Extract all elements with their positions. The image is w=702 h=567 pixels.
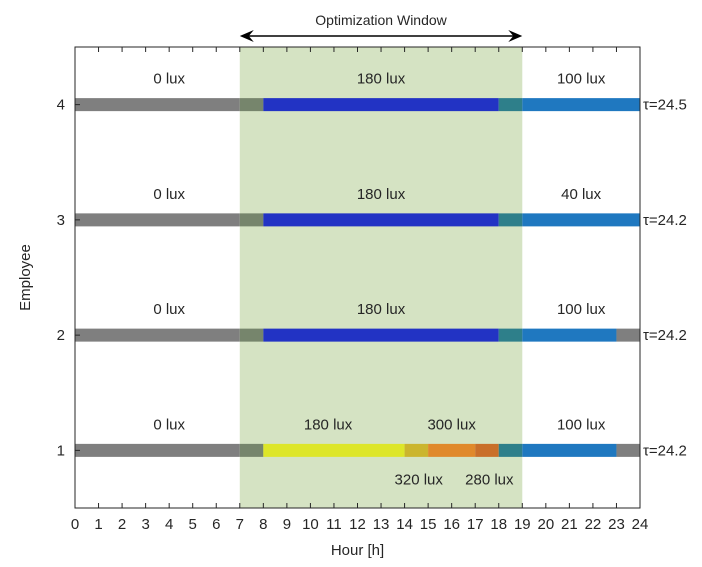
x-axis: 0 1 2 3 4 5 6 7 8 9 10 11 12 13 14 15 16 17 18 19 20 21 22 23 24 [71,47,649,533]
x-tick-label: 8 [259,516,267,533]
bar-segment [616,328,640,342]
x-tick-label: 5 [189,516,197,533]
segment-label: 180 lux [357,71,406,88]
x-tick-label: 6 [212,516,220,533]
bar-segment [404,443,429,457]
segment-label: 180 lux [357,186,406,203]
segment-label: 0 lux [153,71,185,88]
segment-label: 0 lux [153,416,185,433]
bar-segment [75,213,240,227]
bar-segment [239,98,264,112]
segment-label: 0 lux [153,301,185,318]
x-tick-label: 12 [349,516,366,533]
bar-segment [75,328,240,342]
y-tick-label: 4 [57,97,65,114]
segment-label: 100 lux [557,71,606,88]
employee-row-4: 0 lux 180 lux 100 lux τ=24.5 [75,71,687,114]
tau-label: τ=24.5 [643,97,687,114]
window-label: Optimization Window [315,12,447,28]
x-tick-label: 1 [94,516,102,533]
segment-label: 180 lux [304,416,353,433]
y-axis: 1 2 3 4 [57,97,80,459]
bar-segment [239,213,264,227]
x-tick-label: 4 [165,516,173,533]
x-tick-label: 11 [326,516,342,533]
bar-segment [428,443,476,457]
bar-segment [498,443,523,457]
tau-label: τ=24.2 [643,212,687,229]
bar-segment [239,328,264,342]
x-tick-label: 3 [141,516,149,533]
bar-segment [263,328,499,342]
x-tick-label: 14 [396,516,413,533]
window-arrow-left-head [239,30,254,42]
bar-segment [498,213,523,227]
window-arrow-right-head [508,30,523,42]
bar-segment [522,328,617,342]
x-tick-label: 23 [608,516,625,533]
bar-segment [75,98,240,112]
optimization-window-band [239,47,523,508]
x-tick-label: 21 [561,516,578,533]
tau-label: τ=24.2 [643,327,687,344]
bar-segment [263,443,405,457]
y-tick-label: 3 [57,212,65,229]
x-tick-label: 7 [236,516,244,533]
x-tick-label: 15 [420,516,437,533]
bar-segment [522,443,617,457]
x-tick-label: 20 [537,516,554,533]
x-tick-label: 22 [585,516,602,533]
bar-segment [522,213,640,227]
y-tick-label: 1 [57,442,65,459]
bar-segment [498,98,523,112]
segment-label: 100 lux [557,301,606,318]
x-tick-label: 18 [490,516,507,533]
bar-segment [522,98,640,112]
employee-row-1: 0 lux 180 lux 300 lux 100 lux 320 lux 280 lux… [75,416,687,488]
segment-label: 320 lux [395,471,444,488]
x-tick-label: 19 [514,516,531,533]
x-tick-label: 24 [632,516,649,533]
y-axis-label: Employee [17,244,34,311]
x-tick-label: 2 [118,516,126,533]
tau-label: τ=24.2 [643,442,687,459]
segment-label: 0 lux [153,186,185,203]
bar-segment [263,98,499,112]
x-tick-label: 13 [373,516,390,533]
bar-segment [239,443,264,457]
segment-label: 280 lux [465,471,514,488]
x-tick-label: 17 [467,516,484,533]
bar-segment [616,443,640,457]
x-tick-label: 16 [443,516,460,533]
bars-layer: 0 lux 180 lux 300 lux 100 lux 320 lux 280 lux… [75,71,687,488]
segment-label: 300 lux [427,416,476,433]
employee-row-3: 0 lux 180 lux 40 lux τ=24.2 [75,186,687,229]
window-arrow [239,30,523,42]
segment-label: 100 lux [557,416,606,433]
x-tick-label: 9 [283,516,291,533]
x-axis-label: Hour [h] [331,542,384,559]
x-tick-label: 10 [302,516,319,533]
x-tick-label: 0 [71,516,79,533]
y-tick-label: 2 [57,327,65,344]
segment-label: 180 lux [357,301,406,318]
employee-row-2: 0 lux 180 lux 100 lux τ=24.2 [75,301,687,344]
bar-segment [475,443,499,457]
bar-segment [498,328,523,342]
bar-segment [75,443,240,457]
bar-segment [263,213,499,227]
segment-label: 40 lux [561,186,602,203]
